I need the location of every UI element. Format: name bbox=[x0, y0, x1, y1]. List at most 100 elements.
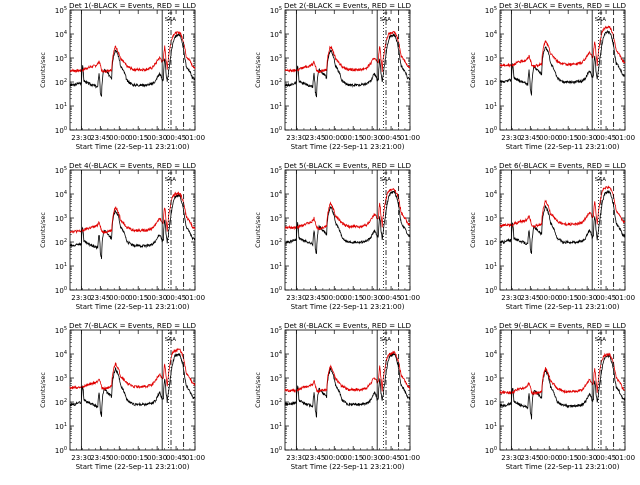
x-tick-label: 00:45 bbox=[596, 294, 616, 302]
saa-label: SAA bbox=[595, 337, 607, 343]
y-tick-label: 101 bbox=[485, 262, 497, 271]
x-tick-label: 00:00 bbox=[109, 294, 129, 302]
x-tick-label: 23:30 bbox=[286, 294, 306, 302]
y-tick-label: 102 bbox=[270, 78, 282, 87]
x-tick-label: 00:30 bbox=[147, 454, 167, 462]
y-tick-label: 101 bbox=[485, 422, 497, 431]
series-red-lld bbox=[499, 185, 626, 228]
y-tick-label: 102 bbox=[270, 398, 282, 407]
y-tick-label: 103 bbox=[485, 214, 497, 223]
x-tick-label: 00:45 bbox=[596, 134, 616, 142]
panel-9: Det 9(-BLACK = Events, RED = LLD 100 101 10… bbox=[469, 321, 635, 471]
series-red-lld bbox=[69, 347, 196, 391]
series-red-lld bbox=[284, 30, 411, 74]
x-axis-label: Start Time (22-Sep-11 23:21:00) bbox=[506, 143, 620, 151]
y-tick-label: 102 bbox=[55, 78, 67, 87]
y-tick-label: 104 bbox=[270, 350, 282, 359]
panel-title: Det 1(-BLACK = Events, RED = LLD bbox=[69, 1, 197, 10]
x-tick-label: 01:00 bbox=[615, 134, 635, 142]
x-tick-label: 00:15 bbox=[343, 294, 363, 302]
y-tick-label: 100 bbox=[55, 446, 67, 455]
plot-frame bbox=[499, 169, 626, 291]
y-tick-label: 104 bbox=[485, 190, 497, 199]
saa-label: SAA bbox=[165, 17, 177, 23]
panel-6: Det 6(-BLACK = Events, RED = LLD 100 101 10… bbox=[469, 161, 635, 311]
y-tick-label: 101 bbox=[270, 102, 282, 111]
y-tick-label: 100 bbox=[55, 286, 67, 295]
y-tick-label: 103 bbox=[485, 374, 497, 383]
y-tick-label: 102 bbox=[270, 238, 282, 247]
series-red-lld bbox=[499, 25, 626, 68]
series-black-events bbox=[69, 193, 196, 260]
x-tick-label: 23:45 bbox=[305, 454, 325, 462]
panel-title: Det 3(-BLACK = Events, RED = LLD bbox=[499, 1, 627, 10]
y-tick-label: 104 bbox=[55, 190, 67, 199]
y-axis-label: Counts/sec bbox=[469, 372, 477, 408]
panel-title: Det 5(-BLACK = Events, RED = LLD bbox=[284, 161, 412, 170]
y-tick-label: 104 bbox=[270, 30, 282, 39]
panel-title: Det 6(-BLACK = Events, RED = LLD bbox=[499, 161, 627, 170]
x-axis-label: Start Time (22-Sep-11 23:21:00) bbox=[76, 303, 190, 311]
y-tick-label: 104 bbox=[55, 30, 67, 39]
x-tick-label: 01:00 bbox=[400, 294, 420, 302]
x-tick-label: 23:45 bbox=[90, 134, 110, 142]
y-tick-label: 101 bbox=[485, 102, 497, 111]
y-axis-label: Counts/sec bbox=[469, 212, 477, 248]
x-tick-label: 00:45 bbox=[166, 454, 186, 462]
x-tick-label: 23:30 bbox=[71, 294, 91, 302]
series-black-events bbox=[499, 189, 626, 254]
x-tick-label: 00:30 bbox=[362, 294, 382, 302]
x-tick-label: 00:15 bbox=[558, 454, 578, 462]
y-tick-label: 101 bbox=[270, 262, 282, 271]
series-black-events bbox=[499, 353, 626, 420]
panel-title: Det 8(-BLACK = Events, RED = LLD bbox=[284, 321, 412, 330]
x-tick-label: 00:00 bbox=[539, 134, 559, 142]
x-tick-label: 00:30 bbox=[362, 134, 382, 142]
series-red-lld bbox=[69, 191, 196, 235]
saa-label: SAA bbox=[380, 17, 392, 23]
y-tick-label: 100 bbox=[485, 446, 497, 455]
series-black-events bbox=[499, 29, 626, 97]
saa-label: SAA bbox=[595, 177, 607, 183]
plot-frame bbox=[284, 329, 411, 451]
x-axis-label: Start Time (22-Sep-11 23:21:00) bbox=[76, 463, 190, 471]
x-tick-label: 23:30 bbox=[286, 134, 306, 142]
x-tick-label: 01:00 bbox=[185, 454, 205, 462]
saa-label: SAA bbox=[595, 17, 607, 23]
y-tick-label: 105 bbox=[55, 6, 67, 15]
x-tick-label: 23:45 bbox=[520, 134, 540, 142]
x-tick-label: 00:45 bbox=[381, 454, 401, 462]
x-tick-label: 23:45 bbox=[520, 454, 540, 462]
x-tick-label: 23:45 bbox=[90, 454, 110, 462]
y-tick-label: 103 bbox=[55, 214, 67, 223]
y-tick-label: 105 bbox=[55, 326, 67, 335]
y-tick-label: 100 bbox=[270, 286, 282, 295]
x-tick-label: 00:00 bbox=[109, 134, 129, 142]
y-tick-label: 103 bbox=[270, 214, 282, 223]
y-tick-label: 104 bbox=[55, 350, 67, 359]
x-tick-label: 01:00 bbox=[400, 454, 420, 462]
y-axis-label: Counts/sec bbox=[39, 52, 47, 88]
y-axis-label: Counts/sec bbox=[39, 212, 47, 248]
y-axis-label: Counts/sec bbox=[254, 52, 262, 88]
x-tick-label: 00:00 bbox=[324, 294, 344, 302]
saa-label: SAA bbox=[380, 177, 392, 183]
plot-frame bbox=[499, 329, 626, 451]
y-tick-label: 105 bbox=[270, 166, 282, 175]
y-tick-label: 103 bbox=[485, 54, 497, 63]
x-tick-label: 23:30 bbox=[286, 454, 306, 462]
y-tick-label: 101 bbox=[55, 102, 67, 111]
panel-title: Det 7(-BLACK = Events, RED = LLD bbox=[69, 321, 197, 330]
x-axis-label: Start Time (22-Sep-11 23:21:00) bbox=[291, 303, 405, 311]
x-tick-label: 00:30 bbox=[362, 454, 382, 462]
y-axis-label: Counts/sec bbox=[254, 372, 262, 408]
x-axis-label: Start Time (22-Sep-11 23:21:00) bbox=[291, 143, 405, 151]
series-black-events bbox=[284, 33, 411, 98]
y-tick-label: 102 bbox=[485, 238, 497, 247]
panel-title: Det 2(-BLACK = Events, RED = LLD bbox=[284, 1, 412, 10]
y-tick-label: 104 bbox=[485, 30, 497, 39]
x-tick-label: 23:45 bbox=[305, 134, 325, 142]
x-tick-label: 00:30 bbox=[147, 294, 167, 302]
